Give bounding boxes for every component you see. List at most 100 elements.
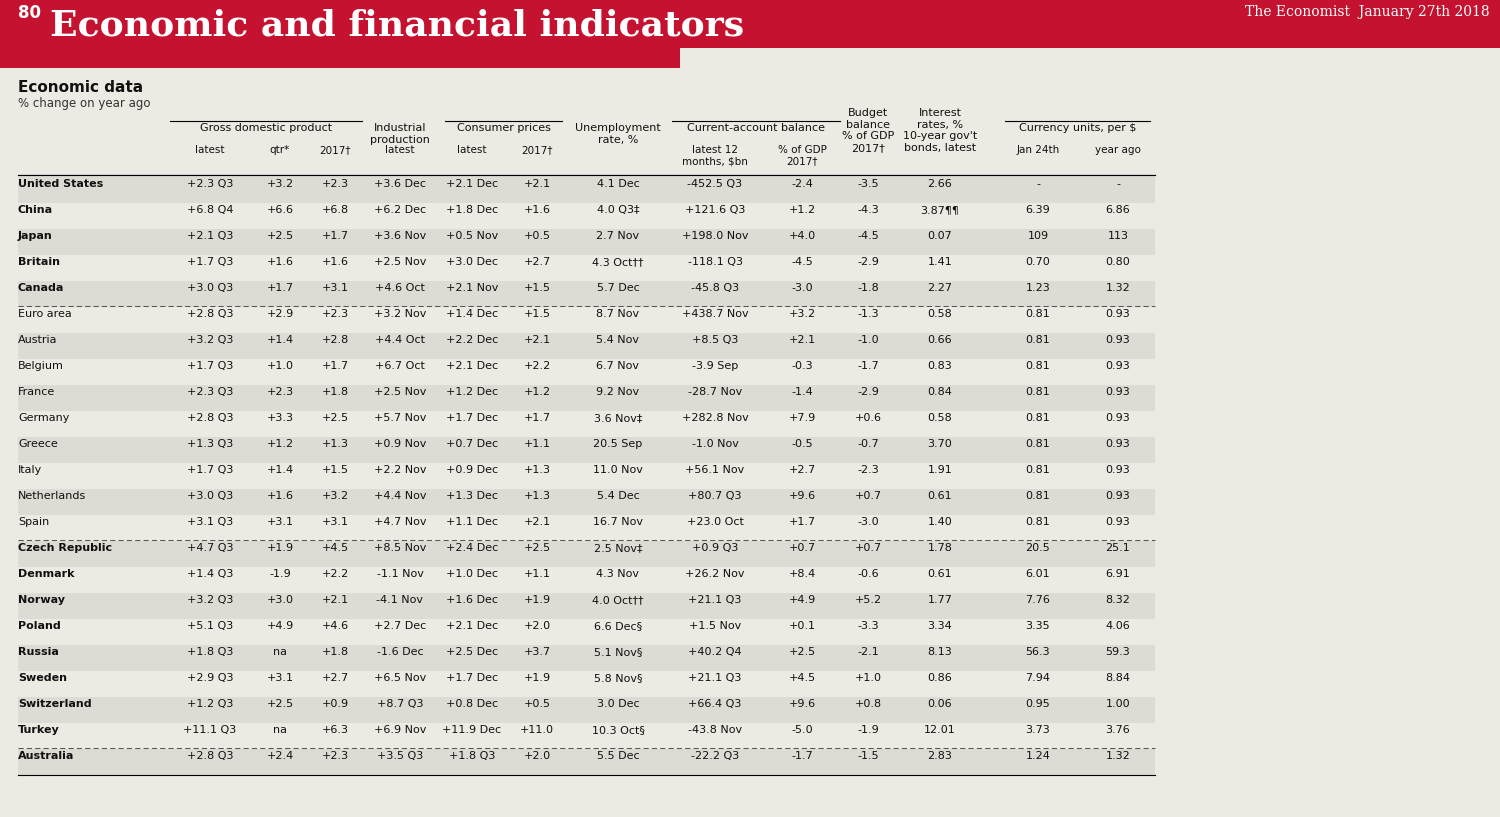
Text: Greece: Greece (18, 439, 57, 449)
Text: +2.2 Nov: +2.2 Nov (374, 465, 426, 475)
Text: 2017†: 2017† (320, 145, 351, 155)
Text: -4.5: -4.5 (790, 257, 813, 267)
Text: +2.7: +2.7 (321, 673, 348, 683)
Text: +4.9: +4.9 (267, 621, 294, 631)
Text: +1.4: +1.4 (267, 335, 294, 345)
Text: -1.6 Dec: -1.6 Dec (376, 647, 423, 657)
Text: +2.1 Dec: +2.1 Dec (446, 179, 498, 189)
Text: +6.7 Oct: +6.7 Oct (375, 361, 424, 371)
Text: +3.2: +3.2 (789, 309, 816, 319)
Text: +4.5: +4.5 (789, 673, 816, 683)
Text: 80: 80 (18, 4, 40, 22)
Text: -1.9: -1.9 (268, 569, 291, 579)
Text: 1.23: 1.23 (1026, 283, 1050, 293)
Text: +5.7 Nov: +5.7 Nov (374, 413, 426, 423)
Text: -4.5: -4.5 (856, 231, 879, 241)
Text: +1.9: +1.9 (524, 595, 550, 605)
Text: +26.2 Nov: +26.2 Nov (686, 569, 744, 579)
Text: Turkey: Turkey (18, 725, 60, 735)
Text: +2.3: +2.3 (267, 387, 294, 397)
Text: % change on year ago: % change on year ago (18, 97, 150, 110)
Text: The Economist  January 27th 2018: The Economist January 27th 2018 (1245, 5, 1490, 19)
Text: +1.6: +1.6 (267, 257, 294, 267)
Text: 1.41: 1.41 (927, 257, 952, 267)
Text: +2.3 Q3: +2.3 Q3 (188, 387, 232, 397)
Text: +1.6: +1.6 (267, 491, 294, 501)
Text: +6.3: +6.3 (321, 725, 348, 735)
Text: 0.93: 0.93 (1106, 517, 1131, 527)
Text: Unemployment
rate, %: Unemployment rate, % (574, 123, 662, 145)
Text: +2.1 Dec: +2.1 Dec (446, 361, 498, 371)
Text: +3.2 Q3: +3.2 Q3 (188, 335, 232, 345)
Text: 3.35: 3.35 (1026, 621, 1050, 631)
Text: -5.0: -5.0 (790, 725, 813, 735)
Text: +3.1: +3.1 (267, 517, 294, 527)
Text: Consumer prices: Consumer prices (456, 123, 550, 133)
Bar (18, 593, 1155, 619)
Text: +23.0 Oct: +23.0 Oct (687, 517, 744, 527)
Text: +0.5 Nov: +0.5 Nov (446, 231, 498, 241)
Text: Budget
balance
% of GDP
2017†: Budget balance % of GDP 2017† (842, 108, 894, 153)
Text: -2.9: -2.9 (856, 257, 879, 267)
Text: 6.39: 6.39 (1026, 205, 1050, 215)
Text: +1.7 Q3: +1.7 Q3 (188, 361, 232, 371)
Text: +1.2: +1.2 (267, 439, 294, 449)
Text: +1.2: +1.2 (789, 205, 816, 215)
Bar (18, 697, 1155, 723)
Text: 0.70: 0.70 (1026, 257, 1050, 267)
Text: Poland: Poland (18, 621, 60, 631)
Text: +6.6: +6.6 (267, 205, 294, 215)
Text: Netherlands: Netherlands (18, 491, 86, 501)
Text: +0.9 Nov: +0.9 Nov (374, 439, 426, 449)
Text: Czech Republic: Czech Republic (18, 543, 112, 553)
Text: +2.2 Dec: +2.2 Dec (446, 335, 498, 345)
Text: 1.77: 1.77 (927, 595, 952, 605)
Text: +1.5 Nov: +1.5 Nov (688, 621, 741, 631)
Text: +2.7: +2.7 (789, 465, 816, 475)
Text: +2.3 Q3: +2.3 Q3 (188, 179, 232, 189)
Text: +4.7 Nov: +4.7 Nov (374, 517, 426, 527)
Text: 0.84: 0.84 (927, 387, 952, 397)
Text: +3.2 Q3: +3.2 Q3 (188, 595, 232, 605)
Text: +2.4: +2.4 (267, 751, 294, 761)
Text: +4.9: +4.9 (789, 595, 816, 605)
Text: +8.4: +8.4 (789, 569, 816, 579)
Text: 6.91: 6.91 (1106, 569, 1131, 579)
Text: 2.66: 2.66 (927, 179, 952, 189)
Text: 0.93: 0.93 (1106, 361, 1131, 371)
Text: +3.2: +3.2 (267, 179, 294, 189)
Text: 56.3: 56.3 (1026, 647, 1050, 657)
Text: 113: 113 (1107, 231, 1128, 241)
Text: 4.3 Oct††: 4.3 Oct†† (592, 257, 644, 267)
Text: 0.06: 0.06 (927, 699, 952, 709)
Text: +6.5 Nov: +6.5 Nov (374, 673, 426, 683)
Text: 0.61: 0.61 (927, 491, 952, 501)
Text: +1.7: +1.7 (267, 283, 294, 293)
Text: Russia: Russia (18, 647, 58, 657)
Text: 0.86: 0.86 (927, 673, 952, 683)
Text: 1.32: 1.32 (1106, 283, 1131, 293)
Text: 7.94: 7.94 (1026, 673, 1050, 683)
Text: Italy: Italy (18, 465, 42, 475)
Text: 3.6 Nov‡: 3.6 Nov‡ (594, 413, 642, 423)
Text: 0.81: 0.81 (1026, 387, 1050, 397)
Text: 0.81: 0.81 (1026, 439, 1050, 449)
Text: +3.6 Nov: +3.6 Nov (374, 231, 426, 241)
Text: +1.7 Dec: +1.7 Dec (446, 413, 498, 423)
Text: +6.9 Nov: +6.9 Nov (374, 725, 426, 735)
Text: 0.93: 0.93 (1106, 439, 1131, 449)
Text: -3.5: -3.5 (856, 179, 879, 189)
Text: -2.9: -2.9 (856, 387, 879, 397)
Text: +0.8: +0.8 (855, 699, 882, 709)
Text: +2.0: +2.0 (524, 751, 550, 761)
Text: 0.81: 0.81 (1026, 517, 1050, 527)
Text: +2.9 Q3: +2.9 Q3 (186, 673, 234, 683)
Text: +21.1 Q3: +21.1 Q3 (688, 595, 741, 605)
Text: 3.76: 3.76 (1106, 725, 1131, 735)
Text: +9.6: +9.6 (789, 699, 816, 709)
Text: +8.7 Q3: +8.7 Q3 (376, 699, 423, 709)
Text: +56.1 Nov: +56.1 Nov (686, 465, 744, 475)
Text: +1.7 Q3: +1.7 Q3 (188, 257, 232, 267)
Text: United States: United States (18, 179, 104, 189)
Text: +3.0 Q3: +3.0 Q3 (188, 283, 232, 293)
